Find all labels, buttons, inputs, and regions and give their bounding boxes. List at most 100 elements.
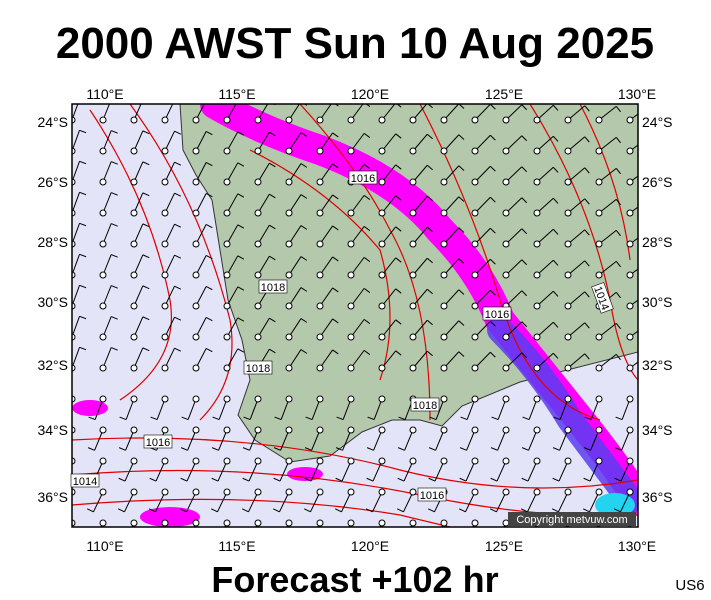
barb-flag bbox=[111, 223, 118, 227]
barb-flag bbox=[458, 508, 466, 513]
barb-station bbox=[285, 426, 293, 434]
barb-flag bbox=[300, 132, 308, 137]
barb-flag bbox=[300, 287, 308, 292]
barb-flag bbox=[174, 192, 182, 197]
barb-staff bbox=[412, 164, 428, 183]
barb-staff bbox=[434, 460, 445, 482]
barb-flag bbox=[428, 539, 434, 542]
barb-station bbox=[471, 364, 479, 372]
barb-station bbox=[409, 457, 417, 465]
barb-staff bbox=[412, 133, 428, 152]
barb-flag bbox=[79, 129, 87, 134]
barb-flag bbox=[584, 229, 590, 236]
barb-flag bbox=[111, 285, 118, 289]
barb-staff bbox=[350, 350, 365, 369]
barb-flag bbox=[335, 447, 343, 451]
barb-flag bbox=[395, 288, 402, 294]
barb-staff bbox=[381, 319, 397, 338]
barb-station bbox=[564, 302, 572, 310]
barb-flag bbox=[180, 477, 188, 482]
barb-station bbox=[409, 240, 417, 248]
barb-flag bbox=[269, 162, 276, 168]
barb-flag bbox=[648, 138, 652, 144]
barb-staff bbox=[248, 460, 259, 482]
barb-station bbox=[502, 395, 510, 403]
barb-staff bbox=[598, 229, 617, 245]
barb-staff bbox=[288, 349, 302, 369]
barb-station bbox=[99, 457, 107, 465]
barb-flag bbox=[363, 349, 371, 355]
barb-station bbox=[502, 488, 510, 496]
barb-staff bbox=[288, 225, 302, 245]
barb-staff bbox=[567, 198, 586, 214]
barb-station bbox=[254, 488, 262, 496]
barb-staff bbox=[195, 348, 207, 369]
barb-station bbox=[347, 457, 355, 465]
barb-station bbox=[130, 333, 138, 341]
longitude-label: 120°E bbox=[351, 538, 389, 554]
barb-flag bbox=[304, 539, 310, 542]
barb-staff bbox=[527, 491, 538, 513]
barb-flag bbox=[395, 195, 402, 201]
barb-staff bbox=[195, 255, 207, 276]
latitude-label: 36°S bbox=[642, 489, 673, 505]
barb-station bbox=[471, 178, 479, 186]
longitude-label: 110°E bbox=[86, 86, 123, 102]
barb-flag bbox=[615, 137, 621, 144]
barb-station bbox=[254, 519, 262, 527]
barb-station bbox=[440, 302, 448, 310]
barb-station bbox=[99, 178, 107, 186]
barb-flag bbox=[397, 539, 403, 542]
barb-station bbox=[502, 333, 510, 341]
barb-flag bbox=[553, 416, 561, 421]
barb-station bbox=[130, 519, 138, 527]
barb-station bbox=[192, 178, 200, 186]
barb-staff bbox=[381, 133, 397, 152]
isobar-label-box bbox=[143, 434, 173, 449]
barb-flag bbox=[552, 259, 559, 266]
barb-staff bbox=[412, 104, 428, 121]
barb-flag bbox=[142, 254, 150, 259]
barb-station bbox=[99, 333, 107, 341]
barb-staff bbox=[412, 226, 428, 245]
barb-staff bbox=[621, 398, 631, 420]
barb-flag bbox=[79, 346, 87, 351]
barb-flag bbox=[615, 106, 621, 113]
barb-staff bbox=[187, 429, 197, 451]
barb-flag bbox=[243, 416, 251, 421]
barb-flag bbox=[111, 130, 118, 134]
barb-station bbox=[223, 488, 231, 496]
barb-staff bbox=[257, 193, 270, 214]
barb-staff bbox=[133, 316, 144, 338]
barb-flag bbox=[269, 224, 276, 230]
barb-staff bbox=[164, 192, 175, 214]
barb-flag bbox=[459, 447, 467, 451]
barb-staff bbox=[505, 352, 523, 369]
barb-station bbox=[192, 488, 200, 496]
barb-flag bbox=[118, 447, 126, 451]
barb-staff bbox=[536, 228, 554, 245]
wind-barbs bbox=[72, 104, 652, 542]
barb-station bbox=[192, 116, 200, 124]
barb-station bbox=[595, 395, 603, 403]
barb-station bbox=[440, 116, 448, 124]
barb-staff bbox=[629, 144, 638, 152]
barb-flag bbox=[584, 260, 590, 267]
barb-flag bbox=[205, 162, 213, 167]
barb-flag bbox=[269, 317, 276, 323]
barb-station bbox=[440, 240, 448, 248]
barb-station bbox=[533, 147, 541, 155]
barb-staff bbox=[629, 268, 638, 276]
barb-station bbox=[223, 209, 231, 217]
barb-staff bbox=[133, 223, 144, 245]
barb-flag bbox=[615, 323, 621, 330]
barb-flag bbox=[615, 168, 621, 175]
barb-flag bbox=[522, 416, 530, 421]
barb-flag bbox=[615, 416, 623, 421]
barb-station bbox=[161, 364, 169, 372]
barb-station bbox=[378, 457, 386, 465]
barb-staff bbox=[288, 256, 302, 276]
barb-station bbox=[223, 147, 231, 155]
barb-staff bbox=[590, 398, 600, 420]
barb-station bbox=[99, 240, 107, 248]
